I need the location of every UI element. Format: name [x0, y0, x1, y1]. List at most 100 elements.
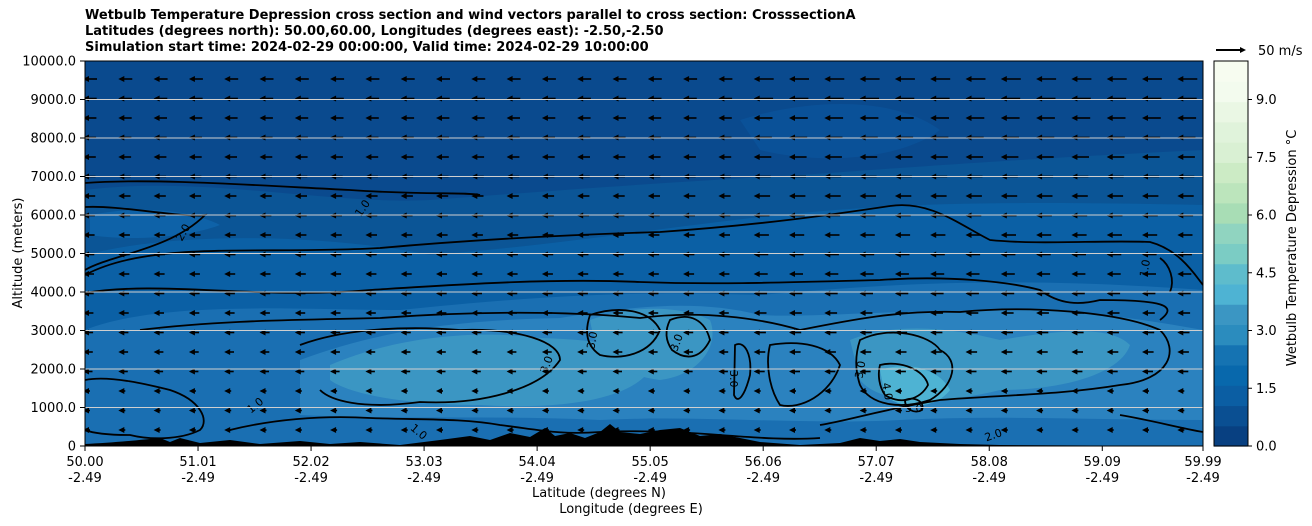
x-tick-label-lon: -2.49	[1085, 471, 1119, 486]
wind-vector-head	[894, 76, 901, 82]
wind-vector-head	[612, 368, 619, 375]
wind-vector-head	[1177, 407, 1184, 414]
contour-3-0-right	[855, 331, 954, 406]
wind-vector-head	[966, 447, 972, 453]
wind-vector-head	[1142, 76, 1148, 82]
wind-vector-head	[506, 232, 513, 238]
wind-vector-head	[436, 76, 442, 82]
wind-vector-head	[542, 447, 548, 453]
wind-vector-head	[188, 407, 195, 414]
wind-vector-head	[1142, 407, 1148, 414]
contour-field: 1.0 2.0 3.0 3.0 3.0 3.0 3.0 4.0 5.0 1.0 …	[85, 61, 1203, 453]
wind-vector-head	[789, 427, 795, 433]
wind-vector-head	[930, 115, 937, 121]
wind-vector-head	[1177, 232, 1184, 238]
x-tick-label-lat: 59.99	[1184, 455, 1221, 470]
wind-vector-head	[683, 310, 690, 316]
wind-vector-head	[1000, 310, 1007, 316]
wind-vector-head	[789, 115, 795, 121]
wind-vector-head	[965, 115, 972, 121]
wind-vector-head	[330, 407, 337, 414]
wind-vector-head	[824, 349, 831, 355]
wind-vector-head	[118, 349, 125, 355]
wind-vector-head	[401, 447, 407, 453]
wind-vector-head	[894, 232, 901, 238]
wind-vector-head	[188, 310, 195, 316]
wind-vector-head	[436, 271, 442, 277]
wind-vector-head	[259, 271, 266, 277]
wind-vector-head	[1177, 427, 1184, 433]
wind-vector-head	[436, 115, 442, 121]
wind-vector-head	[859, 368, 866, 375]
colorbar-swatch	[1214, 324, 1248, 346]
wind-vector-head	[613, 447, 619, 453]
wind-vector-head	[1071, 271, 1078, 277]
x-tick-label-lat: 57.07	[858, 455, 895, 470]
wind-vector-head	[718, 193, 725, 199]
wind-vector-head	[153, 76, 160, 82]
wind-vector-head	[1036, 193, 1043, 199]
wind-vector-head	[1177, 115, 1184, 121]
wind-vector-head	[1000, 115, 1007, 121]
wind-vector-head	[224, 368, 231, 375]
wind-vector-head	[85, 232, 89, 238]
wind-vector-head	[365, 368, 372, 375]
colorbar-swatch	[1214, 405, 1248, 427]
wind-vector-head	[789, 271, 795, 277]
wind-vector-head	[718, 349, 725, 355]
wind-vector-head	[1071, 76, 1078, 82]
colorbar-swatch	[1214, 121, 1248, 143]
y-tick-label: 4000.0	[31, 286, 77, 301]
wind-vector-head	[1177, 349, 1184, 355]
wind-vector-head	[471, 115, 478, 121]
wind-vector-head	[506, 271, 513, 277]
wind-vector-head	[1071, 407, 1078, 414]
wind-vector-head	[153, 388, 160, 394]
wind-vector-head	[577, 388, 584, 394]
wind-vector-head	[330, 76, 337, 82]
x-axis-label-latitude: Latitude (degrees N)	[532, 486, 666, 501]
y-tick-label: 2000.0	[31, 363, 77, 378]
x-tick-label-lat: 54.04	[519, 455, 556, 470]
wind-vector-head	[612, 154, 619, 160]
wind-vector-head	[824, 76, 831, 82]
wind-vector-head	[577, 310, 584, 316]
colorbar	[1214, 61, 1248, 447]
x-tick-label-lon: -2.49	[520, 471, 554, 486]
wind-vector-head	[577, 115, 584, 121]
wind-vector-head	[471, 349, 478, 355]
wind-vector-head	[1106, 193, 1113, 199]
contour-label: 3.0	[727, 370, 740, 388]
wind-vector-head	[1106, 407, 1113, 414]
wind-vector-head	[1036, 349, 1043, 355]
wind-vector-head	[294, 154, 301, 160]
wind-vector-head	[718, 232, 725, 238]
wind-vector-head	[789, 388, 795, 394]
wind-vector-head	[753, 193, 760, 199]
wind-vector-head	[718, 407, 725, 414]
wind-vector-head	[541, 349, 548, 355]
wind-vector-head	[577, 368, 584, 375]
colorbar-swatch	[1214, 304, 1248, 326]
wind-vector-head	[188, 427, 195, 433]
y-axis: 0 1000.0 2000.0 3000.0 4000.0 5000.0 6000.0 700…	[22, 55, 85, 455]
wind-vector-head	[612, 310, 619, 316]
wind-vector-head	[259, 388, 266, 394]
wind-vector-head	[1177, 310, 1184, 316]
wind-vector-head	[118, 193, 125, 199]
wind-vector-head	[612, 388, 619, 394]
wind-vector-head	[1000, 368, 1007, 375]
wind-vector-head	[294, 388, 301, 394]
wind-vector-head	[1106, 232, 1113, 238]
wind-vector-head	[154, 447, 160, 453]
contour-label: 5.0	[905, 402, 923, 415]
wind-vector-head	[1177, 76, 1184, 82]
wind-vector-head	[1107, 447, 1113, 453]
wind-vector-head	[259, 349, 266, 355]
wind-vector-head	[436, 447, 442, 453]
wind-vector-head	[647, 407, 654, 414]
wind-vector-head	[824, 368, 831, 375]
wind-vector-head	[85, 368, 89, 375]
wind-vector-head	[506, 368, 513, 375]
colorbar-swatch	[1214, 142, 1248, 163]
